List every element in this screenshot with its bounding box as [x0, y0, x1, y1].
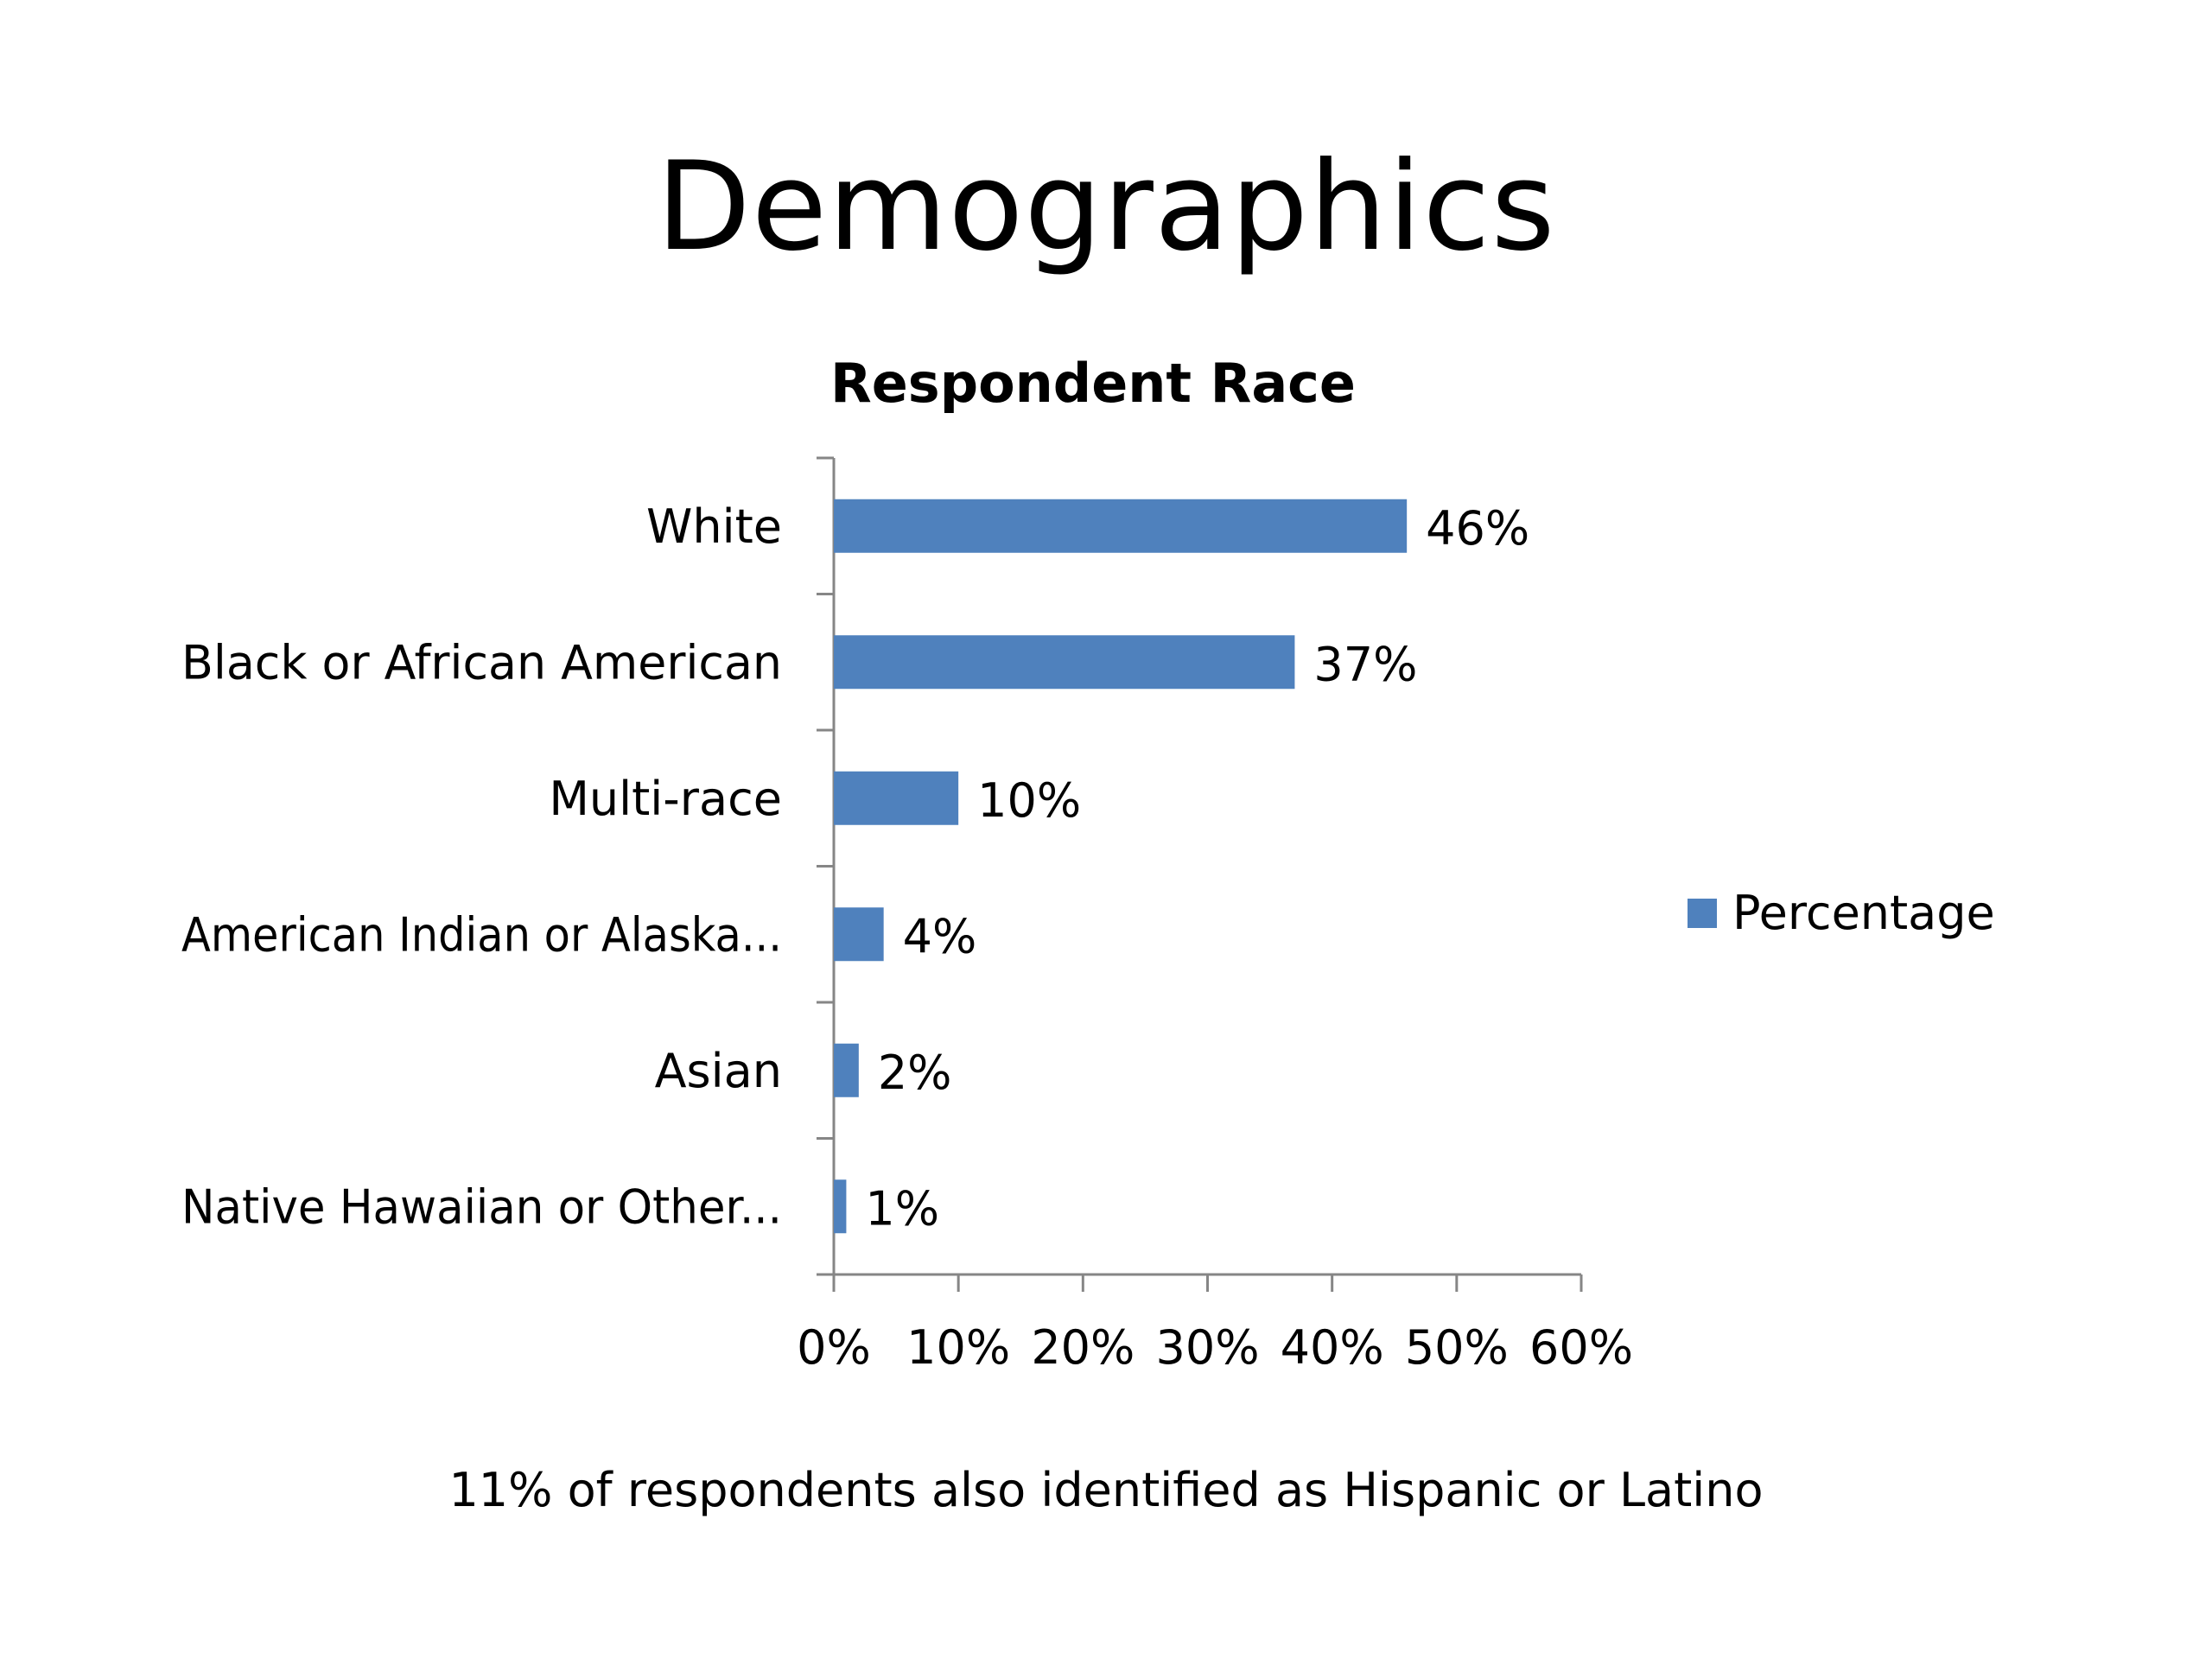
x-tick-label: 20%: [1031, 1320, 1135, 1375]
x-tick-label: 50%: [1405, 1320, 1509, 1375]
x-tick-label: 40%: [1281, 1320, 1384, 1375]
category-label: Multi-race: [549, 772, 782, 826]
legend-swatch: [1688, 899, 1717, 928]
data-label: 4%: [903, 909, 977, 963]
category-label: White: [646, 499, 782, 554]
x-tick-label: 30%: [1155, 1320, 1259, 1375]
bar: [834, 499, 1408, 553]
data-label: 37%: [1313, 637, 1417, 691]
category-label: American Indian or Alaska...: [181, 907, 782, 962]
bar: [834, 1043, 859, 1097]
bars: [834, 499, 1408, 1234]
x-tick-label: 0%: [797, 1320, 871, 1375]
bar: [834, 635, 1295, 690]
category-label: Asian: [655, 1044, 782, 1098]
category-label: Black or African American: [181, 635, 782, 690]
bar: [834, 1179, 847, 1234]
x-tick-label: 10%: [906, 1320, 1010, 1375]
chart-title: Respondent Race: [830, 352, 1356, 415]
bar: [834, 771, 959, 825]
bar: [834, 907, 884, 962]
category-label: Native Hawaiian or Other...: [181, 1179, 782, 1234]
x-tick-label: 60%: [1529, 1320, 1633, 1375]
legend: Percentage: [1688, 886, 1995, 940]
legend-label: Percentage: [1732, 886, 1995, 940]
data-label: 46%: [1426, 501, 1529, 556]
labels: White 46% Black or African American 37% Mult…: [181, 499, 1529, 1236]
footnote: 11% of respondents also identified as Hi…: [448, 1463, 1764, 1517]
data-label: 1%: [865, 1181, 939, 1236]
axes: 0% 10% 20% 30% 40% 50% 60%: [797, 456, 1633, 1375]
data-label: 2%: [878, 1046, 952, 1100]
slide-title: Demographics: [656, 136, 1556, 278]
data-label: 10%: [977, 773, 1081, 828]
